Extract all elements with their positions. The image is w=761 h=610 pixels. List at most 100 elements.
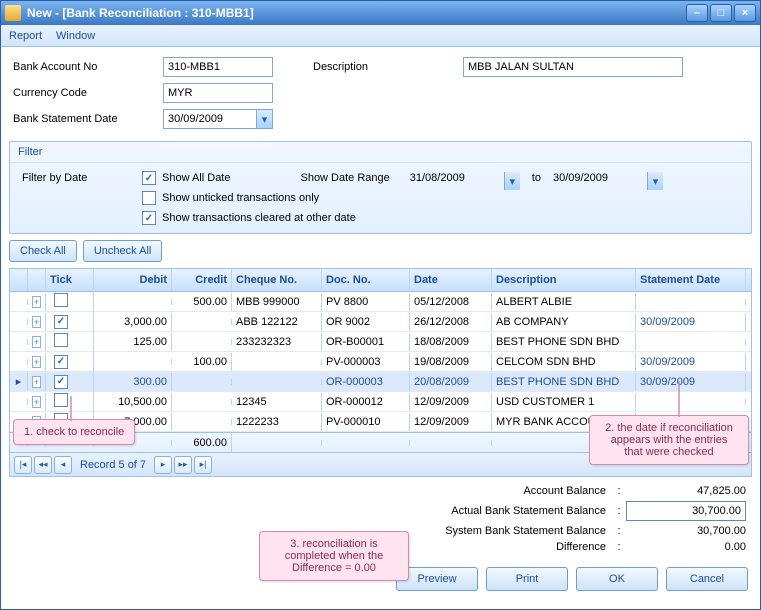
col-tick[interactable]: Tick: [46, 269, 94, 291]
show-all-date-checkbox[interactable]: ✓: [142, 171, 156, 185]
pager-prevpage-button[interactable]: ◂◂: [34, 456, 52, 474]
show-cleared-label: Show transactions cleared at other date: [162, 212, 356, 224]
bank-statement-date-label: Bank Statement Date: [13, 113, 163, 125]
expand-icon[interactable]: +: [32, 336, 41, 348]
bank-account-no-label: Bank Account No: [13, 61, 163, 73]
range-from-dropdown-icon[interactable]: ▾: [504, 172, 520, 190]
close-button[interactable]: ×: [734, 4, 756, 22]
cell-debit: 3,000.00: [94, 313, 172, 331]
cell-doc: OR-000012: [322, 393, 410, 411]
menu-window[interactable]: Window: [56, 30, 95, 42]
bank-statement-date-field[interactable]: 30/09/2009 ▾: [163, 109, 273, 129]
uncheck-all-button[interactable]: Uncheck All: [83, 240, 162, 262]
cell-credit: 100.00: [172, 353, 232, 371]
table-row[interactable]: ▸+✓300.00OR-00000320/08/2009BEST PHONE S…: [10, 372, 751, 392]
table-row[interactable]: +500.00MBB 999000PV 880005/12/2008ALBERT…: [10, 292, 751, 312]
expand-cell: +: [28, 313, 46, 331]
cell-desc: BEST PHONE SDN BHD: [492, 373, 636, 391]
row-indicator-icon: ▸: [10, 372, 28, 391]
cell-credit: [172, 419, 232, 425]
cell-desc: CELCOM SDN BHD: [492, 353, 636, 371]
show-cleared-checkbox[interactable]: ✓: [142, 211, 156, 225]
cell-credit: [172, 339, 232, 345]
bank-account-no-field[interactable]: 310-MBB1: [163, 57, 273, 77]
minimize-button[interactable]: –: [686, 4, 708, 22]
cell-date: 12/09/2009: [410, 393, 492, 411]
pager-prev-button[interactable]: ◂: [54, 456, 72, 474]
callout-3: 3. reconciliation is completed when the …: [259, 531, 409, 581]
check-all-button[interactable]: Check All: [9, 240, 77, 262]
col-debit[interactable]: Debit: [94, 269, 172, 291]
difference-label: Difference: [556, 541, 606, 553]
range-from-field[interactable]: 31/08/2009 ▾: [410, 172, 520, 184]
menu-report[interactable]: Report: [9, 30, 42, 42]
cell-date: 05/12/2008: [410, 293, 492, 311]
show-date-range-label: Show Date Range: [300, 172, 389, 184]
tick-checkbox[interactable]: [54, 293, 68, 307]
row-indicator-icon: [10, 399, 28, 405]
range-to-dropdown-icon[interactable]: ▾: [647, 172, 663, 190]
pager-last-button[interactable]: ▸|: [194, 456, 212, 474]
cell-debit: 10,500.00: [94, 393, 172, 411]
print-button[interactable]: Print: [486, 567, 568, 591]
tick-checkbox[interactable]: ✓: [54, 355, 68, 369]
cell-debit: 125.00: [94, 333, 172, 351]
cell-credit: [172, 379, 232, 385]
date-dropdown-icon[interactable]: ▾: [256, 110, 272, 128]
table-row[interactable]: +✓100.00PV-00000319/08/2009CELCOM SDN BH…: [10, 352, 751, 372]
pager-nextpage-button[interactable]: ▸▸: [174, 456, 192, 474]
col-date[interactable]: Date: [410, 269, 492, 291]
cell-debit: 300.00: [94, 373, 172, 391]
cell-desc: AB COMPANY: [492, 313, 636, 331]
cell-cheque: ABB 122122: [232, 313, 322, 331]
cell-cheque: MBB 999000: [232, 293, 322, 311]
tick-checkbox[interactable]: ✓: [54, 315, 68, 329]
col-desc[interactable]: Description: [492, 269, 636, 291]
tick-checkbox[interactable]: [54, 393, 68, 407]
table-row[interactable]: +✓3,000.00ABB 122122OR 900226/12/2008AB …: [10, 312, 751, 332]
expand-icon[interactable]: +: [32, 356, 41, 368]
expand-icon[interactable]: +: [32, 296, 41, 308]
cell-doc: PV-000010: [322, 413, 410, 431]
ok-button[interactable]: OK: [576, 567, 658, 591]
filter-by-date-label: Filter by Date: [22, 172, 142, 184]
window-title: New - [Bank Reconciliation : 310-MBB1]: [27, 6, 686, 20]
expand-icon[interactable]: +: [32, 376, 41, 388]
account-balance-label: Account Balance: [523, 485, 606, 497]
pager-first-button[interactable]: |◂: [14, 456, 32, 474]
check-buttons-row: Check All Uncheck All: [1, 234, 760, 268]
cell-doc: OR-B00001: [322, 333, 410, 351]
expand-icon[interactable]: +: [32, 396, 41, 408]
tick-checkbox[interactable]: ✓: [54, 375, 68, 389]
tick-checkbox[interactable]: [54, 333, 68, 347]
expand-cell: +: [28, 353, 46, 371]
cell-doc: OR-000003: [322, 373, 410, 391]
expand-cell: +: [28, 293, 46, 311]
pager-next-button[interactable]: ▸: [154, 456, 172, 474]
col-credit[interactable]: Credit: [172, 269, 232, 291]
cell-stmt: 30/09/2009: [636, 313, 746, 331]
maximize-button[interactable]: □: [710, 4, 732, 22]
cell-credit: 500.00: [172, 293, 232, 311]
currency-code-field[interactable]: MYR: [163, 83, 273, 103]
total-credit: 600.00: [172, 434, 232, 452]
range-to-field[interactable]: 30/09/2009 ▾: [553, 172, 663, 184]
description-label: Description: [313, 61, 463, 73]
cell-date: 19/08/2009: [410, 353, 492, 371]
cell-stmt: [636, 299, 746, 305]
description-field[interactable]: MBB JALAN SULTAN: [463, 57, 683, 77]
cell-stmt: 30/09/2009: [636, 353, 746, 371]
cancel-button[interactable]: Cancel: [666, 567, 748, 591]
col-doc[interactable]: Doc. No.: [322, 269, 410, 291]
cell-cheque: 233232323: [232, 333, 322, 351]
table-row[interactable]: +125.00233232323OR-B0000118/08/2009BEST …: [10, 332, 751, 352]
filter-box: Filter Filter by Date ✓ Show All Date Sh…: [9, 141, 752, 234]
expand-icon[interactable]: +: [32, 316, 41, 328]
col-cheque[interactable]: Cheque No.: [232, 269, 322, 291]
account-balance-value: 47,825.00: [626, 485, 746, 497]
col-stmt[interactable]: Statement Date: [636, 269, 746, 291]
show-unticked-checkbox[interactable]: [142, 191, 156, 205]
actual-balance-field[interactable]: 30,700.00: [626, 501, 746, 521]
expand-cell: +: [28, 373, 46, 391]
table-row[interactable]: +10,500.0012345OR-00001212/09/2009USD CU…: [10, 392, 751, 412]
